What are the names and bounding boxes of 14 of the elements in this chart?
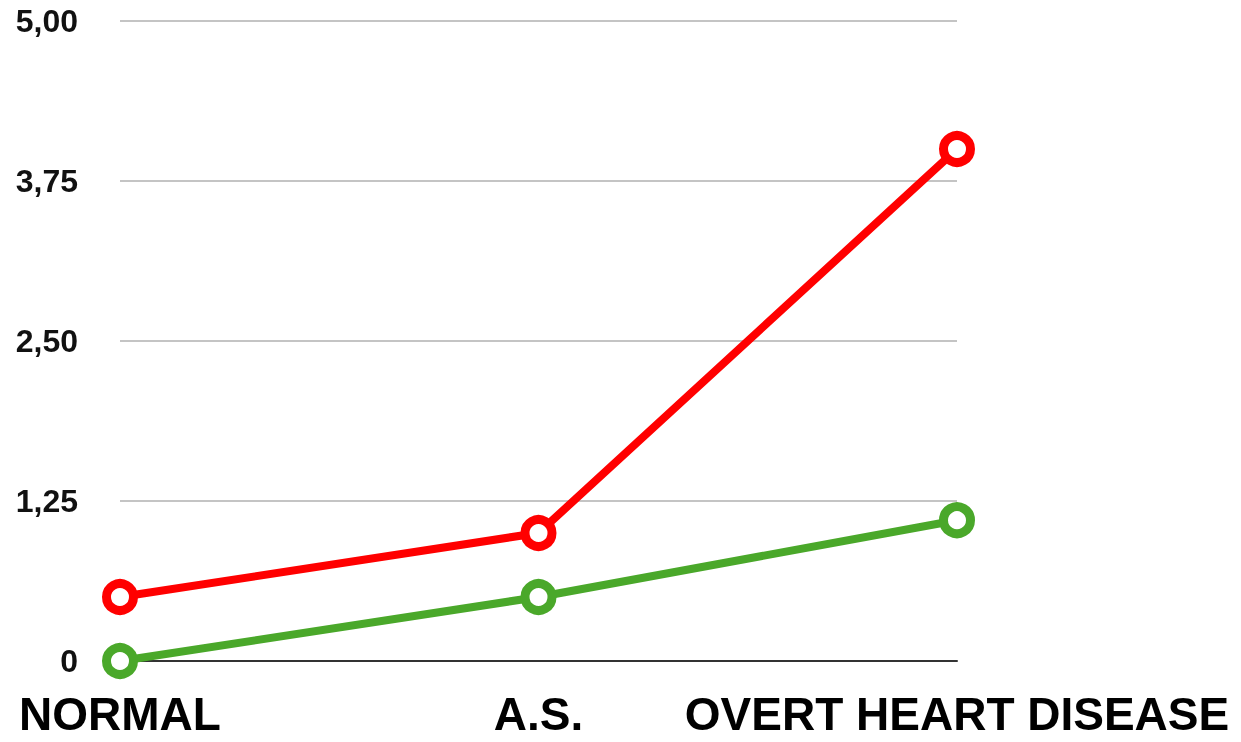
point (102, 579, 138, 615)
point (520, 579, 557, 615)
point (520, 515, 557, 551)
point (102, 643, 138, 679)
x-tick-label: OVERT HEART DISEASE (684, 688, 1230, 740)
y-tick-label: 2,50 (15, 323, 78, 359)
y-tick-label: 5,00 (15, 3, 78, 39)
y-tick-label: 1,25 (15, 483, 78, 519)
y-tick-label: 0 (60, 643, 78, 679)
y-tick-label: 3,75 (15, 163, 78, 199)
point (939, 502, 975, 539)
point (939, 131, 975, 167)
x-tick-label: A.S. (493, 688, 584, 740)
x-tick-label: NORMAL (19, 688, 221, 740)
